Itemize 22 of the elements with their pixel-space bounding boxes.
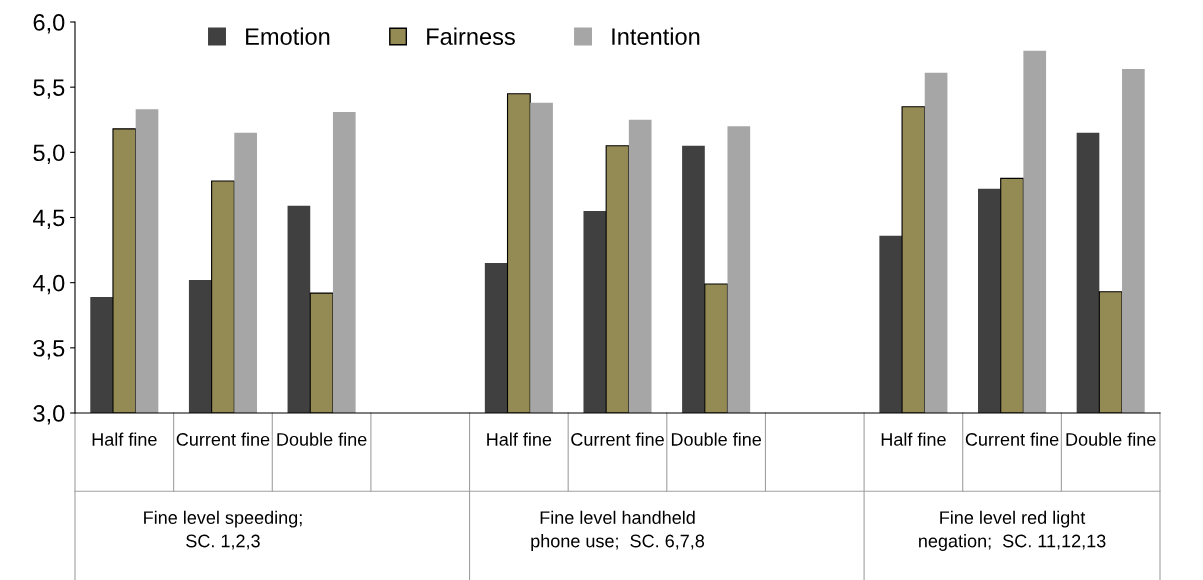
y-tick-label: 3,5 <box>33 339 65 360</box>
x-tick-label: Half fine <box>487 432 552 446</box>
y-tick-label: 6,0 <box>33 14 65 34</box>
text: Fine level red light negation; SC. 11,12,13 <box>919 510 1106 551</box>
y-tick-label: 4,5 <box>33 209 65 230</box>
x-tick-label: Current fine <box>965 432 1059 446</box>
y-tick-label: 5,0 <box>33 144 65 164</box>
x-tick-label: Half fine <box>92 432 157 446</box>
legend-label: Fairness <box>427 27 515 45</box>
text: Fine level handheld phone use; SC. 6,7,8 <box>531 510 705 551</box>
x-tick-label: Current fine <box>571 432 664 446</box>
legend-label: Intention <box>612 27 700 45</box>
y-tick-label: 4,0 <box>33 274 65 295</box>
x-tick-label: Double fine <box>1066 432 1156 446</box>
x-tick-label: Current fine <box>176 432 270 446</box>
y-tick-label: 5,5 <box>33 79 65 99</box>
x-tick-label: Half fine <box>881 432 946 446</box>
legend-label: Emotion <box>246 27 330 45</box>
x-tick-label: Double fine <box>277 432 367 446</box>
x-tick-label: Double fine <box>671 432 762 446</box>
y-tick-label: 3,0 <box>33 405 65 425</box>
text: Fine level speeding; SC. 1,2,3 <box>144 510 302 550</box>
